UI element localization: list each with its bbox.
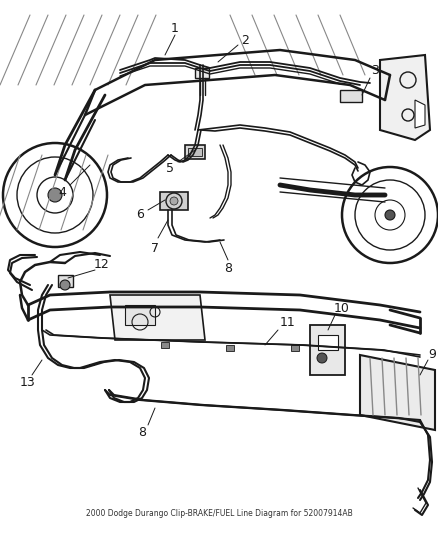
Text: 8: 8 xyxy=(138,425,146,439)
Bar xyxy=(185,145,205,159)
Circle shape xyxy=(170,197,178,205)
Circle shape xyxy=(60,280,70,290)
Bar xyxy=(188,148,202,156)
Bar xyxy=(318,335,338,350)
Bar xyxy=(160,192,188,210)
Bar xyxy=(195,68,209,78)
Bar xyxy=(161,342,169,348)
Text: 4: 4 xyxy=(58,185,66,198)
Bar xyxy=(310,325,345,375)
Text: 11: 11 xyxy=(280,317,296,329)
Text: 2000 Dodge Durango Clip-BRAKE/FUEL Line Diagram for 52007914AB: 2000 Dodge Durango Clip-BRAKE/FUEL Line … xyxy=(85,509,353,518)
Circle shape xyxy=(317,353,327,363)
Circle shape xyxy=(385,210,395,220)
Polygon shape xyxy=(110,295,205,340)
Text: 8: 8 xyxy=(224,262,232,274)
Text: 2: 2 xyxy=(241,34,249,46)
Text: 9: 9 xyxy=(428,349,436,361)
Bar xyxy=(340,90,362,102)
Text: 1: 1 xyxy=(171,21,179,35)
Bar xyxy=(291,345,299,351)
Bar xyxy=(58,275,73,287)
Text: 5: 5 xyxy=(166,161,174,174)
Text: 3: 3 xyxy=(371,63,379,77)
Bar xyxy=(125,305,155,325)
Text: 12: 12 xyxy=(94,259,110,271)
Text: 6: 6 xyxy=(136,208,144,222)
Text: 13: 13 xyxy=(20,376,36,389)
Bar xyxy=(226,345,234,351)
Polygon shape xyxy=(415,100,425,128)
Text: 10: 10 xyxy=(334,302,350,314)
Polygon shape xyxy=(380,55,430,140)
Circle shape xyxy=(48,188,62,202)
Text: 7: 7 xyxy=(151,241,159,254)
Polygon shape xyxy=(360,355,435,430)
